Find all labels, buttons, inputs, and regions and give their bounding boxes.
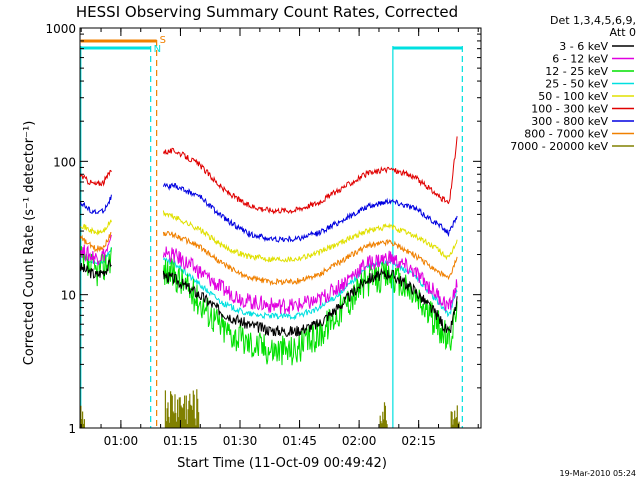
x-tick-label: 02:00 [342,434,377,448]
legend-label: 6 - 12 keV [552,53,608,66]
x-tick-label: 01:45 [282,434,317,448]
series-line-5-seg1 [162,136,458,215]
y-tick-label: 100 [53,155,76,169]
series-line-4-seg1 [162,210,458,263]
series-line-7-seg0 [79,232,112,253]
y-axis-label: Corrected Count Rate (s⁻¹ detector⁻¹) [22,121,37,366]
legend-header: Att 0 [610,26,636,39]
series-line-7-seg1 [162,230,458,287]
plot-area: SN [79,35,463,428]
y-tick-label: 10 [61,289,76,303]
series-line-0-seg0 [79,258,112,279]
saa-flag-label: S [160,35,166,46]
legend-label: 25 - 50 keV [545,78,608,91]
legend-label: 50 - 100 keV [538,90,608,103]
x-tick-label: 01:15 [163,434,198,448]
series-line-6-seg0 [79,194,112,215]
night-flag-label: N [154,44,161,55]
y-tick-label: 1000 [45,22,76,36]
series-line-6-seg1 [162,182,458,243]
high-energy-burst-1 [164,389,200,428]
legend-label: 7000 - 20000 keV [510,140,608,153]
legend-label: 3 - 6 keV [559,40,608,53]
legend-label: 800 - 7000 keV [524,128,608,141]
series-line-1-seg0 [79,234,112,266]
series-line-1-seg1 [162,246,458,315]
legend-label: 12 - 25 keV [545,65,608,78]
legend-header: Det 1,3,4,5,6,9, [550,14,636,27]
high-energy-burst-0 [79,405,85,428]
series-line-4-seg0 [79,219,112,236]
y-tick-label: 1 [68,422,76,436]
axes: 01:00 01:15 01:30 01:45 02:00 02:15 1 10 100 1000 [45,22,482,448]
chart-title: HESSI Observing Summary Count Rates, Cor… [76,3,458,21]
series-line-0-seg1 [162,267,458,337]
x-axis-label: Start Time (11-Oct-09 00:49:42) [177,456,387,471]
x-tick-label: 01:00 [104,434,139,448]
legend-label: 300 - 800 keV [531,115,608,128]
x-tick-label: 01:30 [223,434,258,448]
legend-label: 100 - 300 keV [531,103,608,116]
high-energy-burst-2 [379,402,388,428]
plot-frame [79,27,482,429]
x-tick-label: 02:15 [401,434,436,448]
date-stamp: 19-Mar-2010 05:24 [560,469,637,478]
series-line-5-seg0 [79,169,112,187]
